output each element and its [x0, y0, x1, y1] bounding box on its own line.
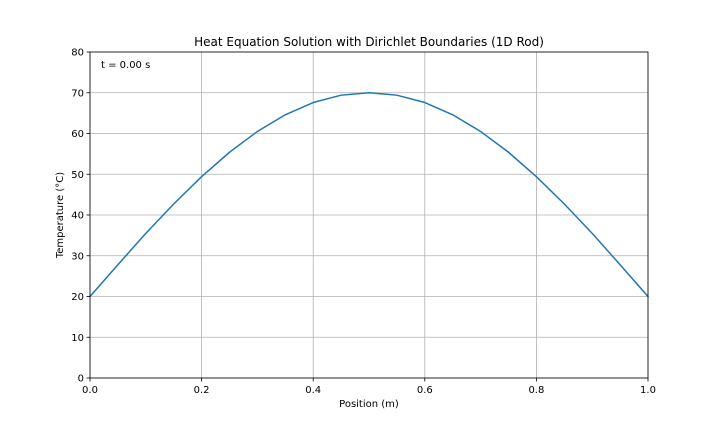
y-tick-label: 20 [71, 292, 84, 303]
y-tick-label: 0 [78, 374, 84, 385]
x-tick-label: 0.2 [194, 385, 210, 396]
y-tick-label: 30 [71, 251, 84, 262]
x-tick-label: 0.6 [417, 385, 433, 396]
time-annotation: t = 0.00 s [101, 60, 150, 71]
y-tick-label: 10 [71, 333, 84, 344]
x-tick-label: 0.0 [82, 385, 98, 396]
tick-layer: 0.0 0.2 0.4 0.6 0.8 1.0 0 10 20 30 40 50 60 70 80 [71, 48, 656, 397]
y-tick-label: 80 [71, 48, 84, 59]
grid-layer [89, 51, 649, 379]
x-tick-label: 0.4 [305, 385, 321, 396]
x-tick-label: 1.0 [640, 385, 656, 396]
chart-title: Heat Equation Solution with Dirichlet Bo… [194, 35, 544, 49]
y-axis-label: Temperature (°C) [55, 172, 66, 259]
temperature-curve [89, 92, 649, 298]
y-tick-label: 70 [71, 88, 84, 99]
y-tick-label: 60 [71, 129, 84, 140]
y-tick-label: 40 [71, 211, 84, 222]
x-axis-label: Position (m) [339, 399, 399, 410]
y-tick-label: 50 [71, 170, 84, 181]
x-tick-label: 0.8 [528, 385, 544, 396]
series-layer [89, 92, 649, 298]
